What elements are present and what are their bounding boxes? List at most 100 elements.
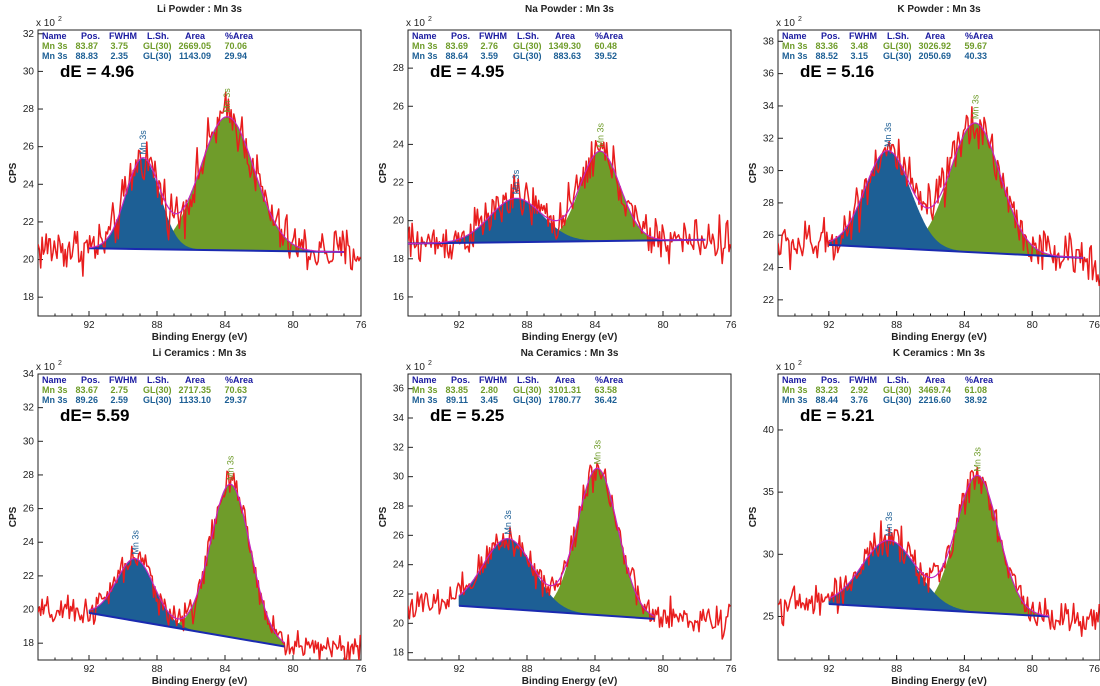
table-cell: 3.48: [850, 41, 868, 51]
table-cell: 83.87: [75, 41, 98, 51]
background-line: [828, 243, 1084, 259]
x-tick-label: 84: [219, 664, 231, 675]
delta-e-label: dE = 4.95: [430, 62, 504, 81]
table-cell: 88.64: [445, 51, 468, 61]
table-header-cell: Area: [555, 31, 576, 41]
x-tick-label: 76: [1089, 664, 1100, 675]
chart-panel: Li Ceramics : Mn 3s x 10 2 92 88 84 80 76 18 20 22…: [8, 348, 367, 686]
y-tick-label: 30: [23, 436, 35, 447]
peak-label: Mn 3s: [131, 530, 141, 555]
table-cell: 2717.35: [178, 385, 211, 395]
delta-e-label: dE = 5.21: [800, 406, 874, 425]
background-line: [88, 247, 345, 254]
plot-frame: [37, 29, 362, 317]
table-cell: 3101.31: [548, 385, 581, 395]
background-line: [88, 611, 285, 648]
table-cell: GL(30): [513, 41, 542, 51]
plot-frame: [407, 29, 732, 317]
peak-label: Mn 3s: [226, 455, 236, 480]
table-cell: 2.76: [480, 41, 498, 51]
y-tick-label: 34: [393, 413, 405, 424]
plot-frame: [777, 373, 1100, 661]
table-cell: 83.23: [815, 385, 838, 395]
y-tick-label: 36: [763, 69, 775, 80]
table-header-cell: Pos.: [821, 31, 840, 41]
table-cell: 38.92: [964, 395, 987, 405]
plot-area: [38, 470, 361, 660]
y-tick-label: 28: [393, 501, 405, 512]
table-header-cell: L.Sh.: [887, 375, 909, 385]
x-axis-label: Binding Energy (eV): [891, 332, 987, 343]
table-header-cell: Area: [925, 375, 946, 385]
table-cell: 89.11: [446, 395, 468, 405]
y-tick-label: 32: [393, 442, 405, 453]
table-cell: Mn 3s: [412, 385, 438, 395]
y-tick-label: 26: [23, 504, 35, 515]
table-cell: 2050.69: [918, 51, 951, 61]
y-tick-label: 28: [23, 104, 35, 115]
y-axis-label: CPS: [8, 162, 19, 183]
table-cell: 83.67: [75, 385, 98, 395]
plot-area: [408, 462, 731, 640]
y-axis-label: CPS: [378, 506, 389, 527]
plot-area: [408, 139, 731, 265]
table-cell: 3.59: [480, 51, 498, 61]
table-cell: GL(30): [883, 51, 912, 61]
envelope-line: [408, 150, 706, 245]
table-cell: 40.33: [964, 51, 987, 61]
x-tick-label: 84: [219, 320, 231, 331]
plot-frame: [777, 29, 1100, 317]
y-tick-label: 24: [23, 537, 35, 548]
table-header-cell: Name: [42, 375, 67, 385]
peak-component-green: [88, 483, 285, 647]
y-tick-label: 22: [393, 589, 405, 600]
table-header-cell: Area: [185, 375, 206, 385]
table-cell: 2.92: [850, 385, 868, 395]
raw-spectrum-line: [408, 139, 731, 265]
table-cell: 1133.10: [179, 395, 211, 405]
table-cell: 59.67: [964, 41, 987, 51]
envelope-line: [828, 122, 1084, 259]
chart-title: Na Powder : Mn 3s: [525, 4, 614, 15]
delta-e-label: dE = 5.16: [800, 62, 874, 81]
chart-title: Li Ceramics : Mn 3s: [153, 348, 247, 359]
x-tick-label: 76: [355, 664, 367, 675]
chart-panel: Na Powder : Mn 3s x 10 2 92 88 84 80 76 16 18 20 22…: [378, 4, 737, 343]
table-cell: GL(30): [143, 51, 172, 61]
table-cell: Mn 3s: [782, 51, 808, 61]
table-cell: Mn 3s: [412, 41, 438, 51]
y-tick-label: 40: [763, 425, 775, 436]
table-header-cell: Name: [782, 31, 807, 41]
y-axis-label: CPS: [8, 506, 19, 527]
x-tick-label: 92: [83, 664, 95, 675]
delta-e-label: dE = 4.96: [60, 62, 134, 81]
table-header-cell: %Area: [595, 375, 624, 385]
peak-label: Mn 3s: [595, 122, 605, 147]
x-tick-label: 76: [725, 664, 737, 675]
y-tick-label: 20: [393, 216, 405, 227]
table-header-cell: Pos.: [451, 31, 470, 41]
table-header-cell: FWHM: [479, 375, 507, 385]
table-cell: 70.63: [224, 385, 247, 395]
y-axis-label: CPS: [748, 506, 759, 527]
table-cell: 61.08: [964, 385, 987, 395]
table-cell: GL(30): [883, 41, 912, 51]
chart-panel: K Powder : Mn 3s x 10 2 92 88 84 80 76 22 24 26 28 3…: [748, 4, 1100, 343]
table-header-cell: %Area: [225, 31, 254, 41]
y-tick-label: 18: [23, 292, 35, 303]
x-tick-label: 84: [589, 320, 601, 331]
table-cell: GL(30): [883, 385, 912, 395]
x-axis-label: Binding Energy (eV): [522, 332, 618, 343]
plot-area: [38, 91, 361, 277]
y-tick-label: 32: [23, 403, 35, 414]
table-header-cell: Name: [412, 375, 437, 385]
y-tick-label: 22: [393, 178, 405, 189]
table-cell: GL(30): [143, 41, 172, 51]
table-header-cell: L.Sh.: [517, 375, 539, 385]
fit-table: Name Pos. FWHM L.Sh. Area %Area Mn 3s 83.23 2.92…: [782, 375, 994, 405]
table-cell: 2216.60: [918, 395, 951, 405]
x-tick-label: 76: [1089, 320, 1100, 331]
y-tick-label: 24: [393, 139, 405, 150]
table-header-cell: FWHM: [849, 31, 877, 41]
